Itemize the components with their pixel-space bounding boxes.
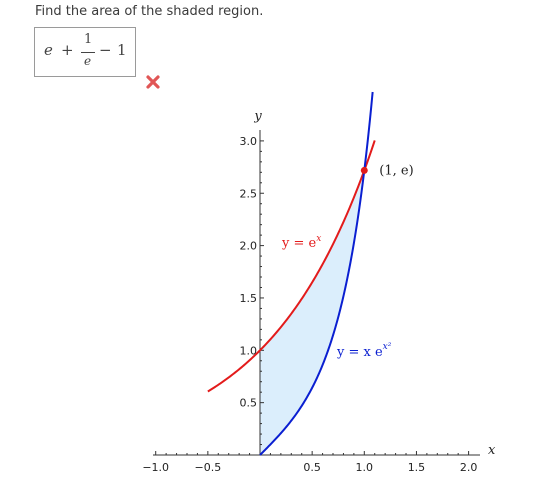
answer-minus-sign: − — [99, 41, 112, 59]
x-tick-label: 1.0 — [356, 461, 374, 474]
x-tick-label: −0.5 — [194, 461, 221, 474]
answer-fraction-bar — [81, 52, 95, 53]
y-tick-label: 1.5 — [240, 292, 258, 305]
x-tick-label: 0.5 — [303, 461, 321, 474]
x-tick-label: −1.0 — [142, 461, 169, 474]
y-tick-label: 2.0 — [240, 240, 258, 253]
y-tick-label: 0.5 — [240, 397, 258, 410]
curve-xexp-label: y = x ex² — [336, 342, 392, 360]
x-axis-label: x — [488, 443, 496, 458]
x-tick-label: 2.0 — [460, 461, 478, 474]
y-tick-label: 2.5 — [240, 187, 258, 200]
answer-plus-sign: + — [61, 41, 74, 59]
answer-fraction-numerator: 1 — [84, 32, 93, 47]
y-tick-label: 1.0 — [240, 344, 258, 357]
question-prompt: Find the area of the shaded region. — [35, 4, 264, 19]
answer-term-one: 1 — [117, 41, 127, 59]
answer-fraction-denominator: e — [84, 54, 92, 68]
x-tick-label: 1.5 — [408, 461, 426, 474]
y-tick-label: 3.0 — [240, 135, 258, 148]
curve-exp — [207, 140, 376, 393]
curve-exp-label: y = ex — [281, 234, 321, 251]
curve-xexp — [259, 91, 374, 456]
x-mark-icon — [146, 75, 160, 89]
answer-term-e: e — [44, 41, 53, 59]
answer-input[interactable]: e + 1 e − 1 — [34, 27, 136, 77]
shaded-region — [260, 170, 365, 455]
intersection-point — [360, 166, 368, 174]
y-axis-label: y — [253, 109, 262, 124]
intersection-point-label: (1, e) — [379, 163, 413, 178]
